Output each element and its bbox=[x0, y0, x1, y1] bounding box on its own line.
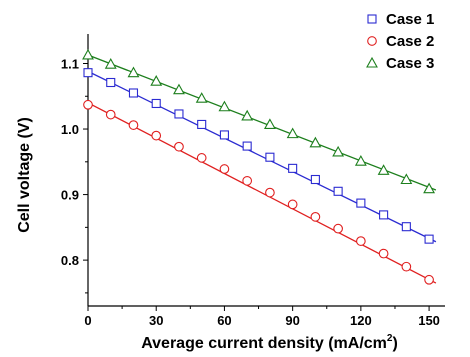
fit-line bbox=[87, 70, 437, 243]
data-point bbox=[151, 98, 161, 109]
data-point bbox=[356, 198, 366, 208]
legend-label: Case 1 bbox=[386, 11, 434, 28]
fit-line bbox=[87, 102, 437, 284]
data-point bbox=[242, 175, 253, 186]
data-point bbox=[241, 109, 254, 121]
data-point bbox=[423, 182, 436, 194]
data-point bbox=[401, 261, 412, 272]
data-markers bbox=[82, 48, 436, 285]
x-tick-label: 30 bbox=[149, 313, 163, 328]
data-point bbox=[105, 109, 116, 120]
data-point bbox=[354, 155, 367, 166]
legend-marker bbox=[366, 56, 378, 68]
data-point bbox=[82, 48, 94, 60]
x-axis-ticks: 0 30 60 90 120 150 bbox=[84, 306, 440, 328]
fit-lines bbox=[87, 54, 437, 284]
data-point bbox=[151, 130, 162, 141]
legend-label: Case 3 bbox=[386, 55, 434, 72]
data-point bbox=[424, 274, 434, 285]
data-point bbox=[310, 212, 321, 222]
data-point bbox=[104, 58, 117, 69]
data-point bbox=[128, 120, 139, 130]
data-point bbox=[309, 136, 322, 148]
x-tick-label: 90 bbox=[285, 313, 299, 328]
data-point bbox=[333, 223, 343, 234]
data-point bbox=[174, 141, 184, 152]
data-point bbox=[197, 119, 207, 129]
x-tick-label: 150 bbox=[418, 313, 440, 328]
data-point bbox=[218, 100, 231, 112]
data-point bbox=[286, 127, 299, 139]
data-point bbox=[83, 68, 93, 78]
data-point bbox=[219, 164, 230, 174]
data-point bbox=[128, 88, 139, 98]
data-point bbox=[287, 199, 298, 210]
data-point bbox=[288, 163, 298, 173]
data-point bbox=[127, 66, 140, 78]
y-axis-title: Cell voltage (V) bbox=[16, 117, 33, 233]
data-point bbox=[173, 83, 185, 95]
legend-marker bbox=[367, 14, 377, 24]
data-point bbox=[196, 153, 207, 163]
data-point bbox=[242, 141, 252, 151]
y-tick-label: 1.0 bbox=[61, 122, 79, 137]
plot-frame bbox=[87, 34, 445, 307]
x-axis-title: Average current density (mA/cm2) bbox=[141, 333, 398, 352]
x-tick-label: 0 bbox=[84, 313, 91, 328]
data-point bbox=[265, 152, 275, 162]
fit-line bbox=[87, 54, 437, 191]
x-tick-label: 120 bbox=[350, 313, 372, 328]
data-point bbox=[333, 186, 343, 196]
legend: Case 1 Case 2 Case 3 bbox=[366, 11, 434, 72]
data-point bbox=[310, 174, 320, 185]
data-point bbox=[106, 77, 116, 88]
data-point bbox=[219, 130, 229, 140]
data-point bbox=[356, 236, 366, 246]
y-axis-ticks: 0.8 0.9 1.0 1.1 bbox=[61, 56, 88, 294]
data-point bbox=[83, 99, 93, 110]
y-tick-label: 0.8 bbox=[61, 253, 79, 268]
legend-marker bbox=[367, 36, 377, 46]
y-tick-label: 0.9 bbox=[61, 188, 79, 203]
data-point bbox=[195, 92, 208, 103]
data-point bbox=[174, 109, 184, 119]
data-point bbox=[400, 173, 413, 185]
x-tick-label: 60 bbox=[217, 313, 231, 328]
legend-label: Case 2 bbox=[386, 33, 434, 50]
data-point bbox=[401, 222, 411, 232]
data-point bbox=[150, 75, 163, 86]
y-tick-label: 1.1 bbox=[61, 56, 79, 71]
data-point bbox=[265, 187, 275, 198]
data-point bbox=[424, 234, 434, 244]
data-point bbox=[378, 248, 389, 259]
data-point bbox=[379, 210, 389, 220]
data-point bbox=[332, 145, 345, 157]
data-point bbox=[377, 164, 390, 175]
data-point bbox=[263, 118, 276, 129]
